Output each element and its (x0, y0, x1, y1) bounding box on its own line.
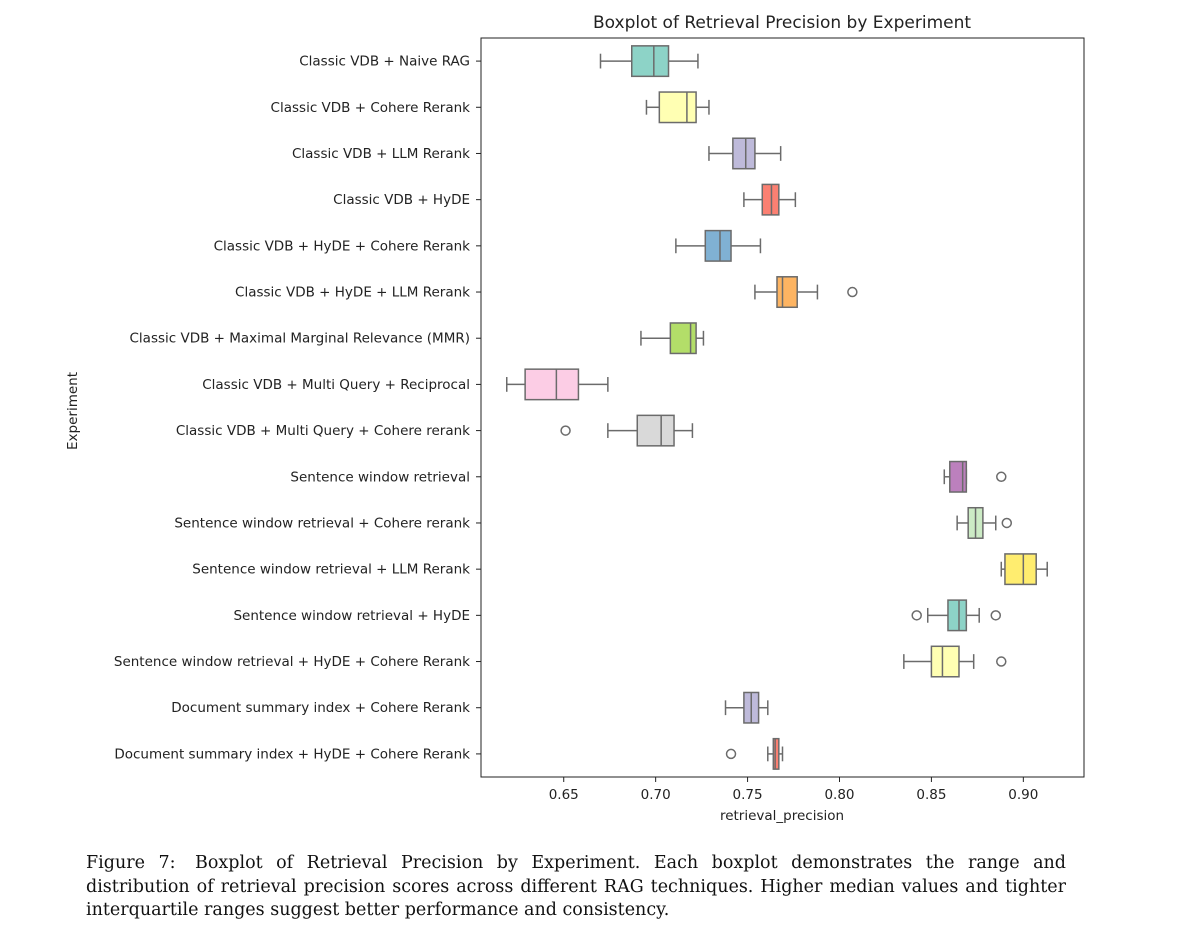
box-row-16 (725, 737, 784, 770)
box-row-4 (743, 183, 797, 216)
y-tick-label: Classic VDB + HyDE + LLM Rerank (235, 285, 470, 301)
iqr-box (772, 737, 780, 770)
y-tick-label: Sentence window retrieval + HyDE (233, 608, 470, 624)
box-row-3 (708, 137, 782, 170)
box-row-11 (956, 506, 1013, 539)
outlier-point (725, 748, 737, 760)
outlier-point (990, 610, 1002, 621)
chart-title: Boxplot of Retrieval Precision by Experi… (593, 13, 971, 33)
y-tick-label: Classic VDB + Multi Query + Cohere reran… (176, 423, 470, 439)
boxplot-chart: Boxplot of Retrieval Precision by Experi… (65, 13, 1085, 824)
box-row-12 (1000, 553, 1048, 586)
box-row-2 (645, 91, 710, 124)
x-tick-label: 0.80 (824, 787, 854, 803)
iqr-box (704, 229, 732, 262)
x-axis-label: retrieval_precision (720, 808, 844, 824)
y-tick-label: Sentence window retrieval + Cohere reran… (174, 515, 470, 531)
iqr-box (524, 368, 580, 401)
outlier-point (911, 610, 922, 621)
iqr-box (732, 137, 756, 170)
x-tick-label: 0.65 (549, 787, 579, 803)
y-tick-label: Document summary index + Cohere Rerank (171, 700, 470, 716)
iqr-box (631, 45, 670, 78)
figure-caption: Figure 7: Boxplot of Retrieval Precision… (86, 852, 1066, 923)
box-row-9 (560, 414, 694, 447)
iqr-box (947, 599, 968, 632)
y-tick-label: Sentence window retrieval + LLM Rerank (192, 562, 470, 578)
y-tick-label: Classic VDB + LLM Rerank (292, 146, 470, 162)
outlier-point (560, 425, 571, 436)
x-tick-label: 0.85 (916, 787, 946, 803)
figure-caption-text: Boxplot of Retrieval Precision by Experi… (86, 853, 1066, 920)
y-tick-label: Sentence window retrieval + HyDE + Coher… (114, 654, 470, 670)
y-tick-label: Classic VDB + Maximal Marginal Relevance… (130, 331, 471, 347)
iqr-box (1004, 553, 1037, 586)
box-row-7 (640, 322, 705, 355)
box-row-8 (505, 368, 609, 401)
y-tick-label: Classic VDB + HyDE + Cohere Rerank (214, 238, 471, 254)
outlier-point (847, 286, 858, 298)
box-row-14 (903, 645, 1007, 678)
iqr-box (949, 460, 968, 493)
outlier-point (1001, 517, 1013, 529)
iqr-box (761, 183, 780, 216)
y-tick-label: Sentence window retrieval (290, 469, 470, 485)
iqr-box (669, 322, 697, 355)
box-row-1 (599, 45, 699, 78)
x-tick-label: 0.70 (641, 787, 671, 803)
y-axis-label: Experiment (65, 372, 81, 450)
box-row-13 (911, 599, 1002, 632)
y-tick-label: Document summary index + HyDE + Cohere R… (114, 746, 470, 762)
box-row-15 (724, 691, 769, 724)
outlier-point (996, 656, 1007, 667)
iqr-box (776, 276, 798, 309)
box-row-5 (675, 229, 762, 262)
y-tick-label: Classic VDB + Multi Query + Reciprocal (202, 377, 470, 393)
box-row-6 (754, 276, 858, 309)
iqr-box (636, 414, 675, 447)
figure-label: Figure 7: (86, 853, 176, 873)
plot-frame (480, 37, 1085, 778)
y-tick-label: Classic VDB + Cohere Rerank (271, 100, 471, 116)
box-row-10 (943, 460, 1007, 493)
y-tick-label: Classic VDB + HyDE (333, 192, 470, 208)
iqr-box (930, 645, 960, 678)
outlier-point (996, 471, 1007, 483)
x-tick-label: 0.75 (733, 787, 763, 803)
iqr-box (658, 91, 697, 124)
y-tick-label: Classic VDB + Naive RAG (299, 54, 470, 70)
x-tick-label: 0.90 (1008, 787, 1038, 803)
